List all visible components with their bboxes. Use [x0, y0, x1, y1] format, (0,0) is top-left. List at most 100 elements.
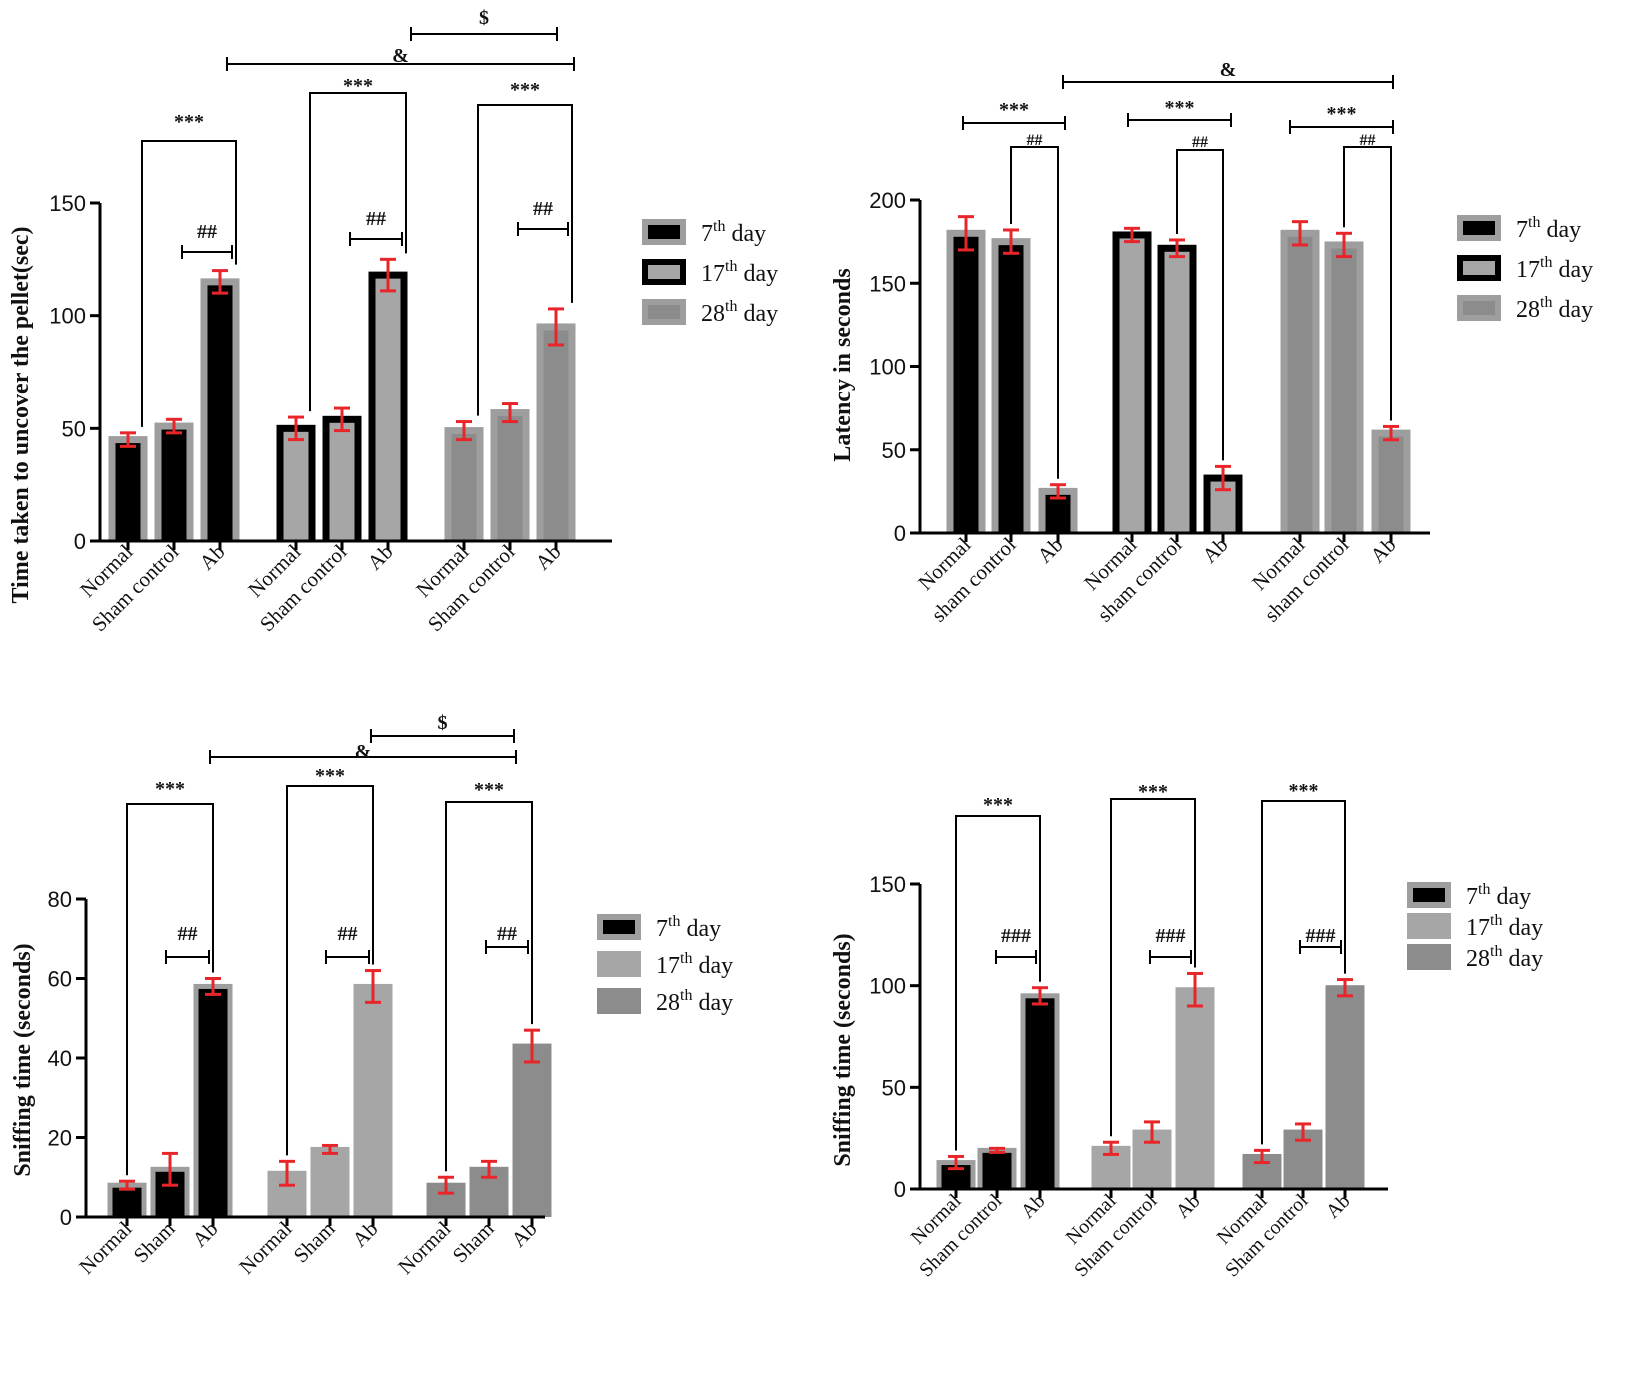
- x-tick-label: Sham: [129, 1217, 180, 1268]
- significance-bracket: [1343, 146, 1392, 421]
- bar: [375, 278, 401, 541]
- legend-swatch: [1463, 301, 1495, 315]
- bar: [1045, 494, 1071, 533]
- y-tick-label: 150: [869, 271, 906, 296]
- significance-label: ##: [1192, 134, 1208, 151]
- significance-label: ##: [338, 923, 358, 945]
- bar: [1287, 236, 1313, 534]
- significance-bracket: [477, 104, 573, 416]
- bar: [115, 443, 141, 541]
- significance-label: ***: [1289, 780, 1319, 802]
- bar: [451, 434, 477, 541]
- significance-label: $: [438, 712, 448, 734]
- legend-item: 28th day: [1407, 943, 1543, 972]
- bar: [161, 429, 187, 541]
- legend-label: 7th day: [1516, 214, 1581, 243]
- x-tick-label: Ab: [530, 540, 565, 575]
- legend-item: 17th day: [642, 258, 778, 287]
- legend-swatch: [1413, 919, 1445, 933]
- legend-swatch: [1463, 261, 1495, 275]
- legend-item: 17th day: [1407, 912, 1543, 941]
- legend-item: 7th day: [1407, 881, 1531, 910]
- y-axis-label: Sniffing time (seconds): [10, 943, 36, 1176]
- legend-label: 7th day: [656, 913, 721, 942]
- bar: [1331, 248, 1357, 533]
- legend-label: 7th day: [701, 218, 766, 247]
- legend-item: 7th day: [1457, 214, 1581, 243]
- bar: [543, 330, 569, 541]
- x-tick-label: Ab: [194, 540, 229, 575]
- bar: [998, 245, 1024, 533]
- significance-label: ###: [1156, 925, 1186, 947]
- legend-swatch: [603, 920, 635, 934]
- y-tick-label: 0: [74, 529, 86, 554]
- bar: [329, 422, 355, 541]
- x-tick-label: Ab: [1172, 1190, 1205, 1223]
- y-tick-label: 80: [48, 887, 72, 912]
- bar: [198, 988, 228, 1217]
- legend-swatch: [1413, 888, 1445, 902]
- x-tick-label: Ab: [1365, 533, 1400, 568]
- legend-swatch: [603, 957, 635, 971]
- significance-bracket: [126, 803, 214, 1176]
- y-axis-label: Latency in seconds: [830, 268, 856, 461]
- y-tick-label: 50: [882, 438, 906, 463]
- bar: [1119, 238, 1145, 533]
- legend-item: 28th day: [642, 298, 778, 327]
- significance-bracket: [141, 140, 237, 427]
- y-tick-label: 0: [894, 521, 906, 546]
- legend-label: 17th day: [701, 258, 778, 287]
- legend-label: 17th day: [1466, 912, 1543, 941]
- significance-label: &: [392, 45, 409, 67]
- y-tick-label: 0: [60, 1205, 72, 1230]
- y-tick-label: 0: [894, 1177, 906, 1202]
- bar: [1096, 1150, 1126, 1189]
- y-tick-label: 50: [62, 416, 86, 441]
- significance-label: ###: [1001, 925, 1031, 947]
- bar: [517, 1048, 547, 1217]
- y-tick-label: 40: [48, 1046, 72, 1071]
- bar: [474, 1171, 504, 1217]
- y-tick-label: 150: [49, 191, 86, 216]
- legend-label: 28th day: [656, 987, 733, 1016]
- x-tick-label: Ab: [362, 540, 397, 575]
- significance-label: ##: [197, 221, 217, 243]
- x-tick-label: Ab: [1017, 1190, 1050, 1223]
- significance-label: ***: [1138, 781, 1168, 803]
- y-axis-label: Sniffing time (seconds): [830, 933, 856, 1166]
- bar: [982, 1152, 1012, 1189]
- bar: [1288, 1134, 1318, 1189]
- x-tick-label: Ab: [506, 1217, 541, 1252]
- x-tick-label: Ab: [1032, 533, 1067, 568]
- x-tick-label: Normal: [234, 1216, 296, 1278]
- legend-item: 17th day: [1457, 254, 1593, 283]
- bar: [1164, 251, 1190, 533]
- significance-bracket: [1261, 800, 1346, 1145]
- significance-label: ***: [510, 79, 540, 101]
- y-tick-label: 100: [869, 355, 906, 380]
- significance-bracket: [955, 815, 1041, 1151]
- y-tick-label: 100: [49, 304, 86, 329]
- bar: [1025, 998, 1055, 1189]
- significance-label: ##: [1027, 132, 1043, 149]
- x-tick-label: Ab: [1197, 533, 1232, 568]
- significance-label: ***: [343, 75, 373, 97]
- significance-label: ***: [1327, 103, 1357, 125]
- bar: [112, 1187, 142, 1217]
- legend-label: 28th day: [1516, 294, 1593, 323]
- x-tick-label: Sham: [289, 1217, 340, 1268]
- x-tick-label: Normal: [393, 1216, 455, 1278]
- legend-swatch: [1463, 221, 1495, 235]
- x-tick-label: Ab: [347, 1217, 382, 1252]
- chart-panel-1: 0 50 100 150 Time taken to uncover the pelle…: [8, 7, 778, 636]
- bar: [941, 1165, 971, 1189]
- bar: [207, 285, 233, 541]
- significance-label: ##: [497, 923, 517, 945]
- significance-label: ##: [533, 198, 553, 220]
- y-tick-label: 150: [869, 872, 906, 897]
- bar: [1180, 992, 1210, 1189]
- x-tick-label: Sham: [448, 1217, 499, 1268]
- significance-label: &: [1220, 59, 1237, 81]
